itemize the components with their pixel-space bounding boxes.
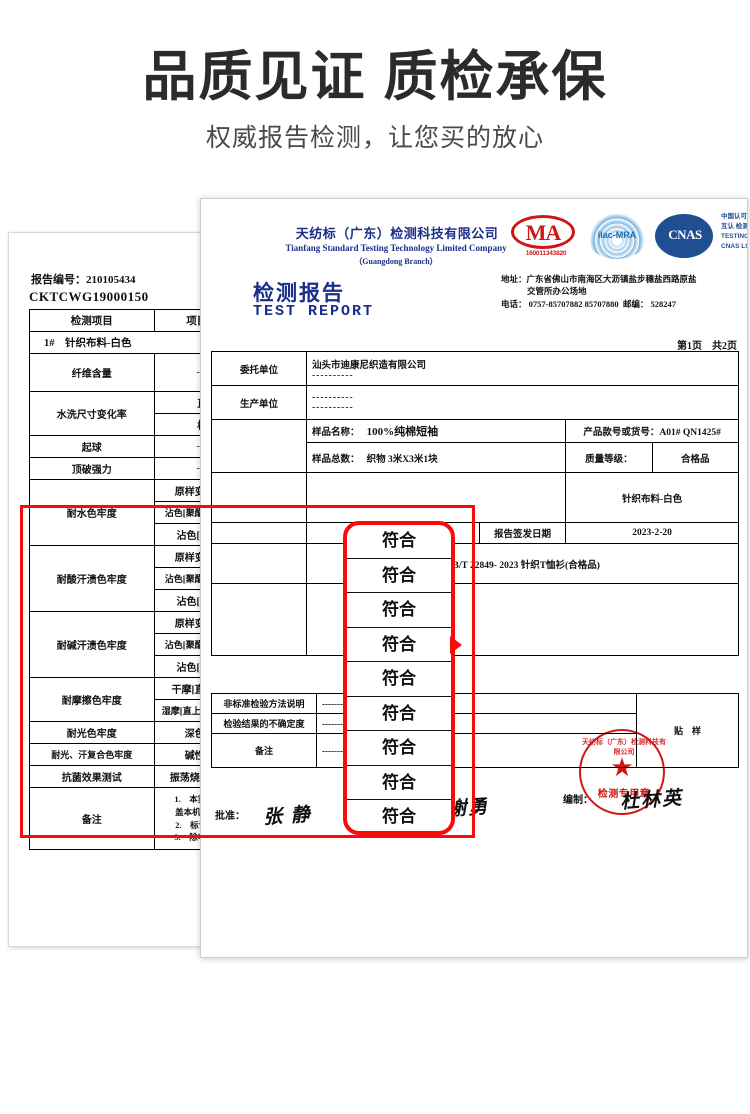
sample-name-label: 样品名称： <box>312 428 360 438</box>
material-spacer <box>305 472 567 523</box>
maker-label: 生产单位 <box>211 385 307 420</box>
ilac-mra-logo: ilac-MRA <box>586 213 648 259</box>
ilac-rings-icon <box>586 213 648 259</box>
cma-mark-text: MA <box>511 215 575 249</box>
page-indicator: 第1页 共2页 <box>677 341 737 352</box>
nonstandard-method-label: 非标准检验方法说明 <box>211 693 317 714</box>
callout-arrow-icon <box>450 636 462 654</box>
compliance-result: 符合 <box>345 627 453 662</box>
cnas-logo: CNAS <box>653 213 719 259</box>
company-name-cn: 天纺标（广东）检测科技有限公司 <box>295 226 499 241</box>
left-group-label: 耐酸汗渍色牢度 <box>29 545 155 612</box>
compliance-result: 符合 <box>345 593 453 628</box>
approve-signature: 张 静 <box>262 804 313 829</box>
cma-logo: MA 160011343820 <box>511 215 581 257</box>
quality-value: 合格品 <box>651 442 740 473</box>
seal-bottom-text: 检测专用章 <box>597 789 651 800</box>
left-report-number: 报告编号：210105434 <box>31 274 136 286</box>
prepare-signature: 杜林英 <box>619 787 684 814</box>
address-line2: 交管所办公场地 <box>527 286 587 297</box>
attachment-label: 贴 样 <box>636 693 739 768</box>
compliance-result: 符合 <box>345 662 453 697</box>
sample-count-value: 织物 3米X3米1块 <box>366 454 438 465</box>
left-group-label: 耐水色牢度 <box>29 479 155 546</box>
phone-label: 电话： <box>501 298 527 309</box>
certification-logos: MA 160011343820 ilac-MRA CNAS 中国认可 国际互认 … <box>511 209 748 271</box>
standard-label <box>211 543 307 584</box>
compliance-result: 符合 <box>345 524 453 559</box>
sample-name-cell: 样品名称： 100%纯棉短袖 <box>305 419 567 443</box>
compliance-callout-box <box>343 521 455 835</box>
left-group-label: 耐摩擦色牢度 <box>29 677 155 722</box>
compliance-result: 符合 <box>345 558 453 593</box>
sample-info-label <box>211 419 307 473</box>
phone-value: 0757-85707882 85707880 <box>528 298 619 309</box>
remark-label: 备注 <box>211 733 317 768</box>
client-value-cell: 汕头市迪康尼织造有限公司 ---------- <box>306 351 739 386</box>
compliance-result: 符合 <box>345 765 453 800</box>
quality-label: 质量等级： <box>565 442 653 473</box>
sample-count-cell: 样品总数： 织物 3米X3米1块 <box>305 442 567 473</box>
company-name-en: Tianfang Standard Testing Technology Lim… <box>285 243 507 253</box>
signature-row: 批准： 张 静 审核： 谢勇 编制： 杜林英 <box>215 785 735 831</box>
main-report-document: 天纺标（广东）检测科技有限公司 Tianfang Standard Testin… <box>200 198 748 958</box>
address-label: 地址： <box>501 274 527 284</box>
left-group-label: 耐光色牢度 <box>29 721 155 744</box>
compliance-result: 符合 <box>345 800 453 835</box>
client-dash: ---------- <box>312 370 354 381</box>
left-row-item: 顶破强力 <box>29 457 155 480</box>
left-group-label: 抗菌效果测试 <box>29 765 155 788</box>
ilac-label: ilac-MRA <box>597 230 637 240</box>
seal-area-label <box>211 583 307 656</box>
left-row-item: 起球 <box>29 435 155 458</box>
left-group-label: 耐光、汗复合色牢度 <box>29 743 155 766</box>
maker-dash-1: ---------- <box>312 392 354 403</box>
report-main-table: 委托单位 汕头市迪康尼织造有限公司 ---------- 生产单位 ------… <box>211 351 740 656</box>
left-group-label: 耐碱汗渍色牢度 <box>29 611 155 678</box>
report-footer-table: 非标准检验方法说明 ---------- 贴 样 检验结果的不确定度 -----… <box>211 693 739 768</box>
cma-number: 160011343820 <box>525 250 567 257</box>
zip-label: 邮编： <box>622 298 649 309</box>
company-contact-block: 地址：广东省佛山市南海区大沥镇盐步穗盐西路原盐 交管所办公场地 电话： 0757… <box>501 273 747 310</box>
report-title-en: TEST REPORT <box>253 303 375 320</box>
company-branch-en: （Guangdong Branch） <box>354 257 438 266</box>
compliance-results-list: 符合 符合 符合 符合 符合 符合 符合 符合 符合 <box>345 524 453 835</box>
promo-subheadline: 权威报告检测，让您买的放心 <box>205 124 544 152</box>
promo-headline: 品质见证 质检承保 <box>142 47 608 107</box>
maker-dash-2: ---------- <box>312 402 354 413</box>
model-label: 产品款号或货号： <box>583 428 660 438</box>
left-row-item: 水洗尺寸变化率 <box>29 391 155 436</box>
issue-date-value: 2023-2-20 <box>565 522 739 544</box>
left-col-header-item: 检测项目 <box>29 309 155 332</box>
model-cell: 产品款号或货号：A01# QN1425# <box>565 419 739 443</box>
material-value: 针织布料-白色 <box>565 472 739 523</box>
client-value: 汕头市迪康尼织造有限公司 <box>312 360 427 371</box>
compliance-result: 符合 <box>345 696 453 731</box>
approve-label: 批准： <box>215 811 245 822</box>
prepare-label: 编制： <box>563 795 593 806</box>
zip-value: 528247 <box>650 298 677 309</box>
report-title-cn: 检测报告 <box>253 281 345 305</box>
maker-value-cell: ---------- ---------- <box>306 385 739 420</box>
sample-name-value: 100%纯棉短袖 <box>366 426 439 438</box>
compliance-result: 符合 <box>345 731 453 766</box>
cnas-accreditation-text: 中国认可 国际互认 检测 TESTING CNAS L9 <box>721 213 748 251</box>
left-row-item: 纤维含量 <box>29 353 155 392</box>
left-remark-label: 备注 <box>29 787 155 850</box>
material-label <box>211 472 307 523</box>
sample-count-label: 样品总数： <box>312 454 360 465</box>
left-report-code: CKTCWG19000150 <box>29 289 149 304</box>
test-date-label <box>211 522 307 544</box>
uncertainty-label: 检验结果的不确定度 <box>211 713 317 734</box>
cnas-circle-icon <box>655 214 713 258</box>
client-label: 委托单位 <box>211 351 307 386</box>
address-value: 广东省佛山市南海区大沥镇盐步穗盐西路原盐 <box>526 274 697 284</box>
cnas-label: CNAS <box>668 227 702 242</box>
model-value: A01# QN1425# <box>659 428 721 438</box>
issue-date-label: 报告签发日期 <box>478 522 567 544</box>
